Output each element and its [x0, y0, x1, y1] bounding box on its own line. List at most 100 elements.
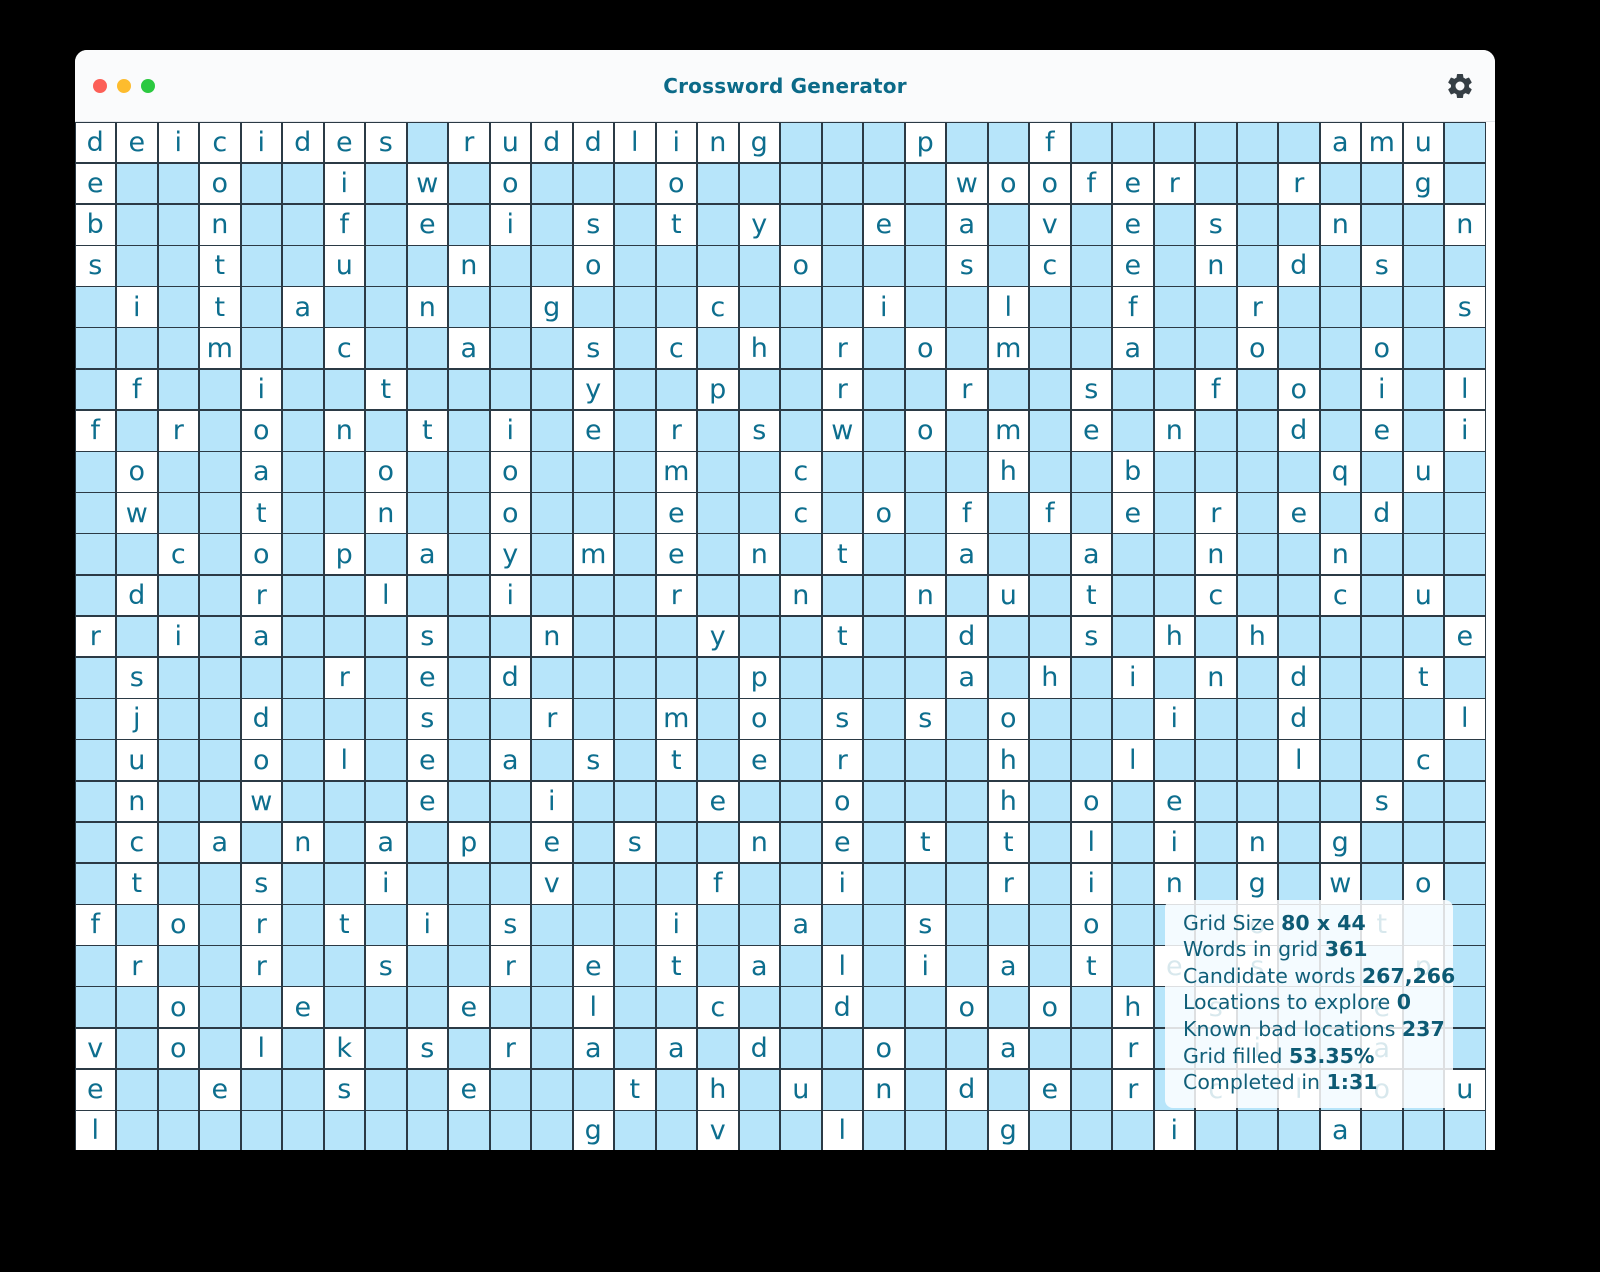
- grid-cell-empty[interactable]: [946, 409, 988, 452]
- grid-cell-empty[interactable]: [199, 615, 241, 658]
- grid-cell-letter[interactable]: a: [282, 286, 324, 328]
- grid-cell-empty[interactable]: [1112, 368, 1154, 411]
- grid-cell-empty[interactable]: [1029, 862, 1071, 905]
- grid-cell-empty[interactable]: [946, 122, 988, 164]
- grid-cell-letter[interactable]: r: [448, 122, 490, 164]
- grid-cell-letter[interactable]: e: [821, 821, 863, 864]
- grid-cell-letter[interactable]: i: [1153, 1110, 1195, 1150]
- grid-cell-empty[interactable]: [946, 574, 988, 617]
- grid-cell-letter[interactable]: t: [655, 739, 697, 781]
- grid-cell-empty[interactable]: [157, 162, 199, 205]
- grid-cell-empty[interactable]: [697, 1027, 739, 1070]
- grid-cell-empty[interactable]: [1112, 945, 1154, 987]
- grid-cell-empty[interactable]: [946, 286, 988, 328]
- grid-cell-empty[interactable]: [863, 533, 905, 576]
- grid-cell-letter[interactable]: d: [75, 122, 116, 164]
- grid-cell-empty[interactable]: [738, 368, 780, 411]
- grid-cell-letter[interactable]: i: [531, 780, 573, 823]
- grid-cell-letter[interactable]: n: [697, 122, 739, 164]
- grid-cell-letter[interactable]: j: [116, 698, 158, 740]
- grid-cell-letter[interactable]: t: [116, 862, 158, 905]
- grid-cell-empty[interactable]: [946, 739, 988, 781]
- grid-cell-letter[interactable]: a: [655, 1027, 697, 1070]
- grid-cell-letter[interactable]: d: [531, 122, 573, 164]
- grid-cell-empty[interactable]: [614, 945, 656, 987]
- grid-cell-empty[interactable]: [614, 1110, 656, 1150]
- grid-cell-letter[interactable]: o: [987, 162, 1029, 205]
- grid-cell-letter[interactable]: r: [655, 574, 697, 617]
- grid-cell-letter[interactable]: a: [1112, 327, 1154, 370]
- grid-cell-empty[interactable]: [531, 327, 573, 370]
- grid-cell-empty[interactable]: [282, 780, 324, 823]
- grid-cell-empty[interactable]: [1236, 492, 1278, 534]
- grid-cell-empty[interactable]: [655, 656, 697, 699]
- grid-cell-empty[interactable]: [116, 533, 158, 576]
- grid-cell-letter[interactable]: s: [572, 739, 614, 781]
- grid-cell-empty[interactable]: [946, 821, 988, 864]
- grid-cell-letter[interactable]: i: [323, 162, 365, 205]
- grid-cell-empty[interactable]: [1029, 1027, 1071, 1070]
- grid-cell-letter[interactable]: a: [987, 945, 1029, 987]
- grid-cell-letter[interactable]: w: [240, 780, 282, 823]
- grid-cell-letter[interactable]: a: [946, 533, 988, 576]
- grid-cell-empty[interactable]: [1112, 122, 1154, 164]
- grid-cell-empty[interactable]: [116, 162, 158, 205]
- grid-cell-letter[interactable]: l: [614, 122, 656, 164]
- grid-cell-empty[interactable]: [697, 821, 739, 864]
- grid-cell-letter[interactable]: r: [323, 656, 365, 699]
- grid-cell-letter[interactable]: s: [738, 409, 780, 452]
- grid-cell-empty[interactable]: [1319, 615, 1361, 658]
- grid-cell-empty[interactable]: [157, 862, 199, 905]
- grid-cell-empty[interactable]: [863, 986, 905, 1029]
- grid-cell-empty[interactable]: [946, 1110, 988, 1150]
- grid-cell-empty[interactable]: [863, 327, 905, 370]
- grid-cell-letter[interactable]: l: [75, 1110, 116, 1150]
- grid-cell-letter[interactable]: o: [904, 409, 946, 452]
- grid-cell-empty[interactable]: [614, 1027, 656, 1070]
- grid-cell-empty[interactable]: [655, 368, 697, 411]
- grid-cell-empty[interactable]: [1236, 574, 1278, 617]
- grid-cell-empty[interactable]: [448, 574, 490, 617]
- grid-cell-letter[interactable]: w: [406, 162, 448, 205]
- grid-cell-letter[interactable]: i: [116, 286, 158, 328]
- grid-cell-empty[interactable]: [157, 286, 199, 328]
- grid-cell-letter[interactable]: a: [240, 451, 282, 493]
- grid-cell-letter[interactable]: e: [1278, 492, 1320, 534]
- grid-cell-letter[interactable]: r: [75, 615, 116, 658]
- grid-cell-letter[interactable]: i: [157, 122, 199, 164]
- grid-cell-empty[interactable]: [240, 245, 282, 287]
- grid-cell-empty[interactable]: [282, 451, 324, 493]
- grid-cell-letter[interactable]: l: [572, 986, 614, 1029]
- grid-cell-empty[interactable]: [1444, 162, 1486, 205]
- grid-cell-letter[interactable]: c: [157, 533, 199, 576]
- grid-cell-empty[interactable]: [946, 904, 988, 946]
- grid-cell-empty[interactable]: [821, 245, 863, 287]
- grid-cell-empty[interactable]: [531, 203, 573, 246]
- grid-cell-empty[interactable]: [531, 1027, 573, 1070]
- grid-cell-empty[interactable]: [572, 821, 614, 864]
- grid-cell-empty[interactable]: [1444, 492, 1486, 534]
- grid-cell-letter[interactable]: a: [946, 203, 988, 246]
- grid-cell-empty[interactable]: [655, 1068, 697, 1111]
- grid-cell-empty[interactable]: [863, 122, 905, 164]
- grid-cell-letter[interactable]: n: [116, 780, 158, 823]
- grid-cell-letter[interactable]: e: [406, 780, 448, 823]
- grid-cell-empty[interactable]: [697, 739, 739, 781]
- grid-cell-letter[interactable]: r: [821, 327, 863, 370]
- grid-cell-empty[interactable]: [531, 533, 573, 576]
- grid-cell-empty[interactable]: [1402, 245, 1444, 287]
- zoom-icon[interactable]: [141, 78, 155, 93]
- grid-cell-empty[interactable]: [697, 492, 739, 534]
- grid-cell-empty[interactable]: [448, 451, 490, 493]
- grid-cell-letter[interactable]: s: [406, 698, 448, 740]
- grid-cell-empty[interactable]: [572, 492, 614, 534]
- grid-cell-empty[interactable]: [282, 1027, 324, 1070]
- grid-cell-empty[interactable]: [448, 1027, 490, 1070]
- grid-cell-empty[interactable]: [1402, 409, 1444, 452]
- grid-cell-letter[interactable]: v: [697, 1110, 739, 1150]
- grid-cell-empty[interactable]: [697, 945, 739, 987]
- grid-cell-empty[interactable]: [157, 492, 199, 534]
- grid-cell-empty[interactable]: [1319, 368, 1361, 411]
- grid-cell-empty[interactable]: [1195, 615, 1237, 658]
- grid-cell-empty[interactable]: [282, 162, 324, 205]
